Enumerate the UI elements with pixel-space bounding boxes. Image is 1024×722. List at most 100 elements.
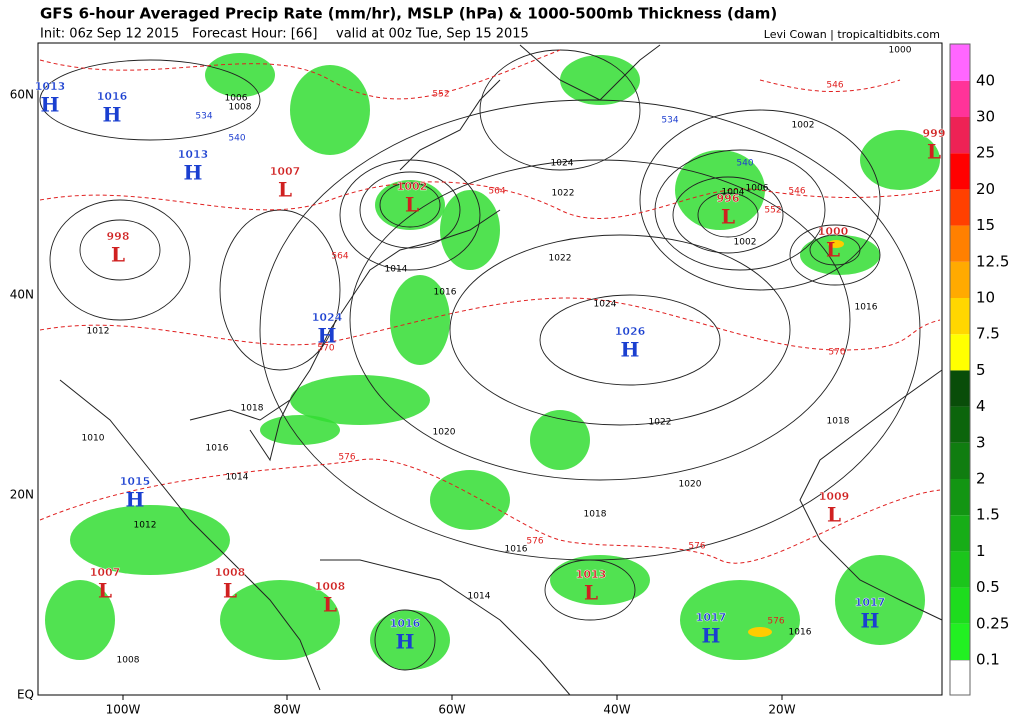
isobar-label: 1008 <box>229 103 252 113</box>
isobar-label: 1006 <box>746 184 769 194</box>
colorbar-label: 4 <box>976 397 986 415</box>
isobar-label: 1008 <box>117 656 140 666</box>
center-value: 996 <box>717 192 740 205</box>
isobar-label: 1014 <box>385 265 408 275</box>
center-letter: L <box>584 581 598 605</box>
colorbar-segment <box>950 225 970 262</box>
colorbar-segment <box>950 153 970 190</box>
colorbar-label: 25 <box>976 144 995 162</box>
isobar-label: 1024 <box>551 159 574 169</box>
colorbar-label: 2 <box>976 470 986 488</box>
lon-label: 80W <box>273 703 300 717</box>
isobar-label: 1022 <box>552 189 575 199</box>
isobar-label: 1016 <box>505 545 528 555</box>
center-value: 1013 <box>35 80 66 93</box>
center-value: 1008 <box>315 580 346 593</box>
thickness-label: 552 <box>764 206 781 216</box>
center-value: 1013 <box>576 568 607 581</box>
isobar-label: 1010 <box>82 434 105 444</box>
lon-label: 100W <box>106 703 141 717</box>
lat-label: 20N <box>10 488 34 502</box>
center-letter: H <box>621 338 640 362</box>
coastlines <box>59 44 943 696</box>
center-value: 1008 <box>215 566 246 579</box>
center-letter: L <box>223 579 237 603</box>
center-value: 1007 <box>270 165 301 178</box>
lat-label: 60N <box>10 88 34 102</box>
center-value: 1013 <box>178 148 209 161</box>
isobar-label: 1002 <box>792 121 815 131</box>
colorbar-label: 40 <box>976 71 995 89</box>
colorbar-segment <box>950 442 970 479</box>
isobar-label: 1004 <box>722 188 745 198</box>
colorbar-segment <box>950 406 970 443</box>
colorbar-segment <box>949 659 971 696</box>
center-value: 1016 <box>390 617 421 630</box>
colorbar-segment <box>950 189 970 226</box>
center-value: 1024 <box>312 311 343 324</box>
center-value: 1009 <box>819 490 850 503</box>
cold-thickness-label: 540 <box>228 134 245 144</box>
colorbar-segment <box>950 370 970 407</box>
center-letter: H <box>103 103 122 127</box>
thickness-label: 570 <box>317 344 334 354</box>
thickness-label: 576 <box>688 542 705 552</box>
center-letter: L <box>827 503 841 527</box>
center-value: 1007 <box>90 566 121 579</box>
isobar-label: 1018 <box>827 417 850 427</box>
colorbar-segment <box>950 298 970 335</box>
isobar-label: 1016 <box>434 288 457 298</box>
cold-thickness-label: 534 <box>661 116 678 126</box>
precip <box>45 53 940 670</box>
lat-label: EQ <box>17 688 34 702</box>
lon-label: 20W <box>768 703 795 717</box>
colorbar-label: 1.5 <box>976 506 1000 524</box>
isobar-label: 1022 <box>549 254 572 264</box>
forecast-hour: Forecast Hour: [66] <box>192 27 317 42</box>
center-letter: L <box>927 140 941 164</box>
isobar-label: 1012 <box>87 327 110 337</box>
colorbar-label: 0.25 <box>976 614 1009 632</box>
isobar-label: 1020 <box>433 428 456 438</box>
center-letter: L <box>405 193 419 217</box>
center-value: 1015 <box>120 475 151 488</box>
colorbar-label: 12.5 <box>976 252 1009 270</box>
center-letter: H <box>861 609 880 633</box>
isobar-label: 1000 <box>889 46 912 56</box>
valid-time: valid at 00z Tue, Sep 15 2015 <box>336 27 529 42</box>
thickness-label: 552 <box>432 90 449 100</box>
center-letter: L <box>323 593 337 617</box>
init-time: Init: 06z Sep 12 2015 <box>40 27 179 42</box>
colorbar-segment <box>950 479 970 516</box>
credit: Levi Cowan | tropicaltidbits.com <box>764 28 940 41</box>
colorbar-label: 1 <box>976 542 986 560</box>
thickness-label: 576 <box>767 617 784 627</box>
isobar-label: 1016 <box>855 303 878 313</box>
colorbar-segment <box>950 80 970 117</box>
colorbar: 0.1 0.25 0.5 1 1.5 2 3 4 5 7.5 10 12.5 15 20 25 30 40 <box>949 43 1009 696</box>
map-frame <box>37 42 943 696</box>
colorbar-segment <box>950 44 970 81</box>
colorbar-segment <box>950 261 970 298</box>
colorbar-label: 0.5 <box>976 578 1000 596</box>
lon-label: 40W <box>603 703 630 717</box>
center-letter: H <box>396 630 415 654</box>
thickness-label: 570 <box>828 348 845 358</box>
colorbar-label: 20 <box>976 180 995 198</box>
center-letter: H <box>702 624 721 648</box>
map-area <box>37 42 943 696</box>
colorbar-label: 0.1 <box>976 651 1000 669</box>
map-labels: 60N 40N 20N EQ 100W 80W 60W 40W 20W 1024 1022 1022 1… <box>10 46 946 717</box>
center-letter: H <box>184 161 203 185</box>
isobar-label: 1016 <box>789 628 812 638</box>
isobar-label: 1014 <box>468 592 491 602</box>
isobar-label: 1006 <box>225 94 248 104</box>
center-value: 1000 <box>818 225 849 238</box>
center-letter: L <box>826 238 840 262</box>
isobar-label: 1016 <box>206 444 229 454</box>
center-value: 1017 <box>855 596 886 609</box>
center-letter: L <box>111 243 125 267</box>
isobar-label: 1018 <box>584 510 607 520</box>
isobar-label: 1024 <box>594 300 617 310</box>
